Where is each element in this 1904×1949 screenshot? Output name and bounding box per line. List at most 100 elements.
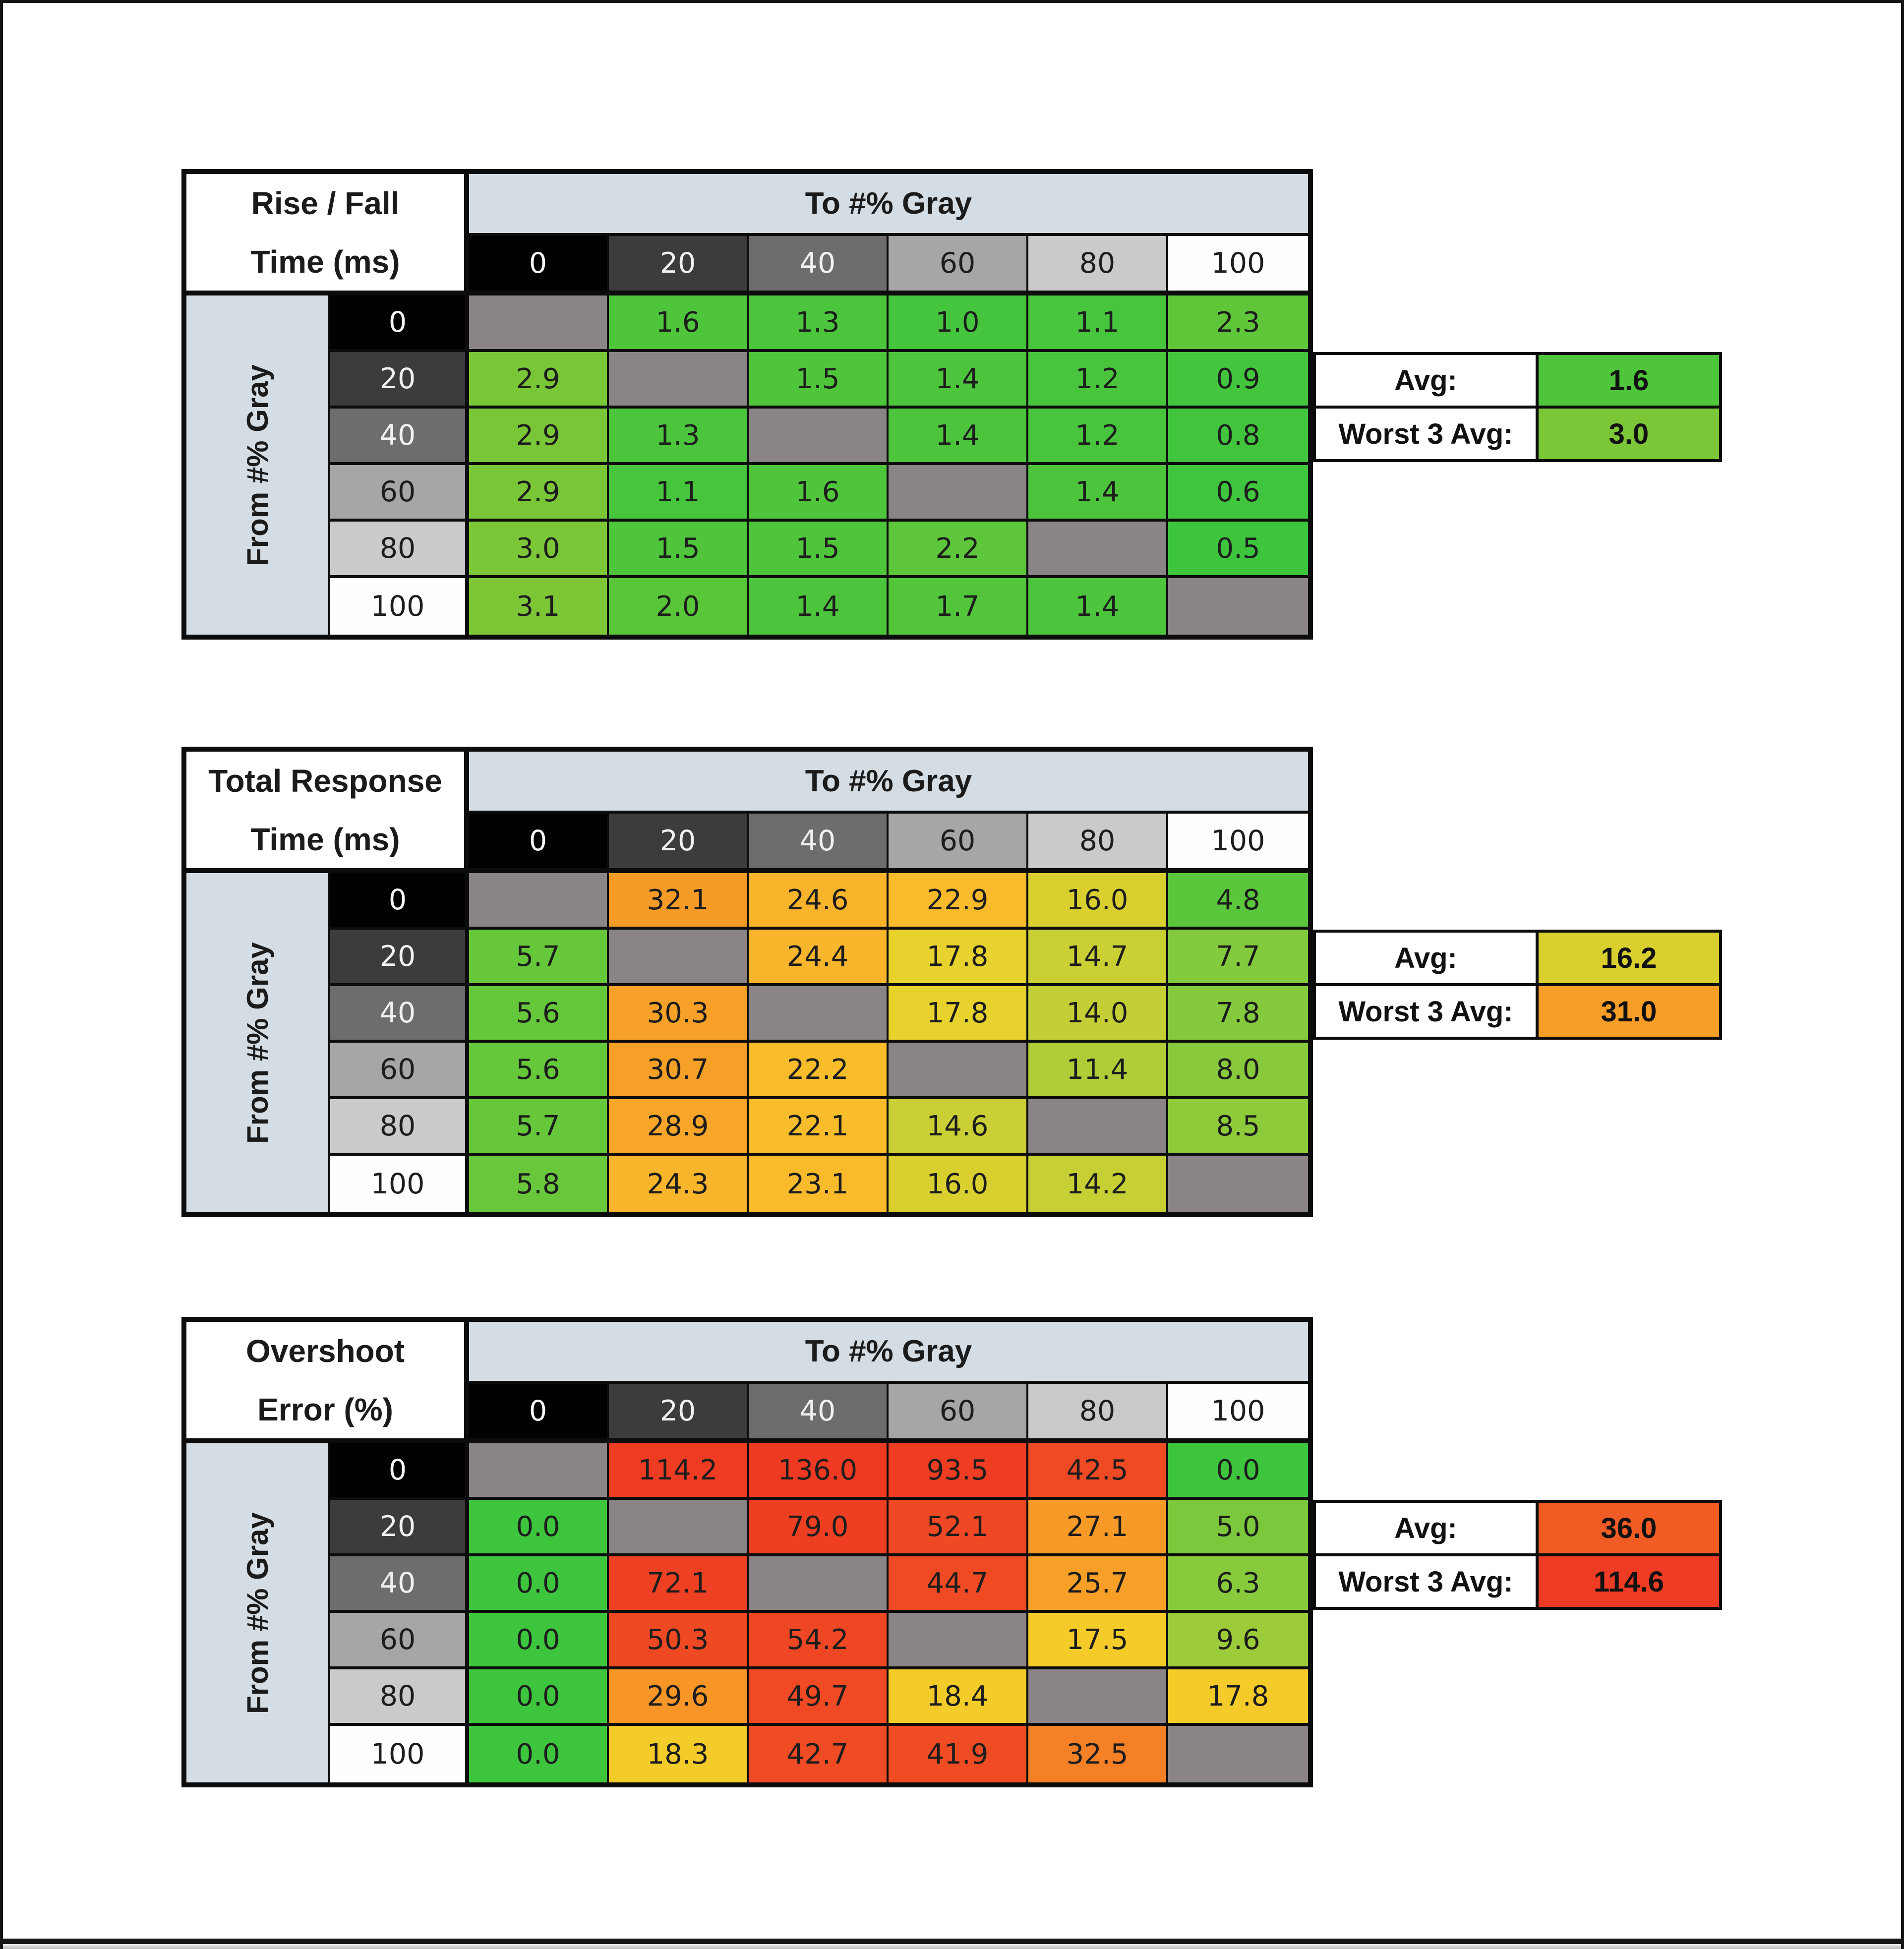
col-header-cell: 60 <box>889 814 1028 873</box>
diagonal-cell <box>889 465 1028 522</box>
rise-fall-table-title: Rise / Fall Time (ms) <box>186 174 469 295</box>
total-response-summary-panel: Avg: 16.2 Worst 3 Avg: 31.0 <box>1313 930 1722 1040</box>
diagonal-cell <box>749 409 889 465</box>
table-title-line2: Error (%) <box>257 1391 393 1427</box>
value-cell: 1.5 <box>749 522 889 578</box>
value-cell: 7.7 <box>1168 930 1308 986</box>
window-bottom-strip <box>3 1944 1901 1949</box>
value-cell: 93.5 <box>889 1443 1028 1500</box>
value-cell: 7.8 <box>1168 986 1308 1043</box>
value-cell: 1.1 <box>609 465 749 522</box>
value-cell: 28.9 <box>609 1099 749 1156</box>
value-cell: 1.2 <box>1028 352 1168 409</box>
from-gray-axis-label: From #% Gray <box>186 873 330 1212</box>
value-cell: 14.0 <box>1028 986 1168 1043</box>
value-cell: 23.1 <box>749 1156 889 1212</box>
avg-row: Avg: 36.0 <box>1313 1500 1722 1556</box>
value-cell: 52.1 <box>889 1500 1028 1556</box>
worst3-row: Worst 3 Avg: 3.0 <box>1313 406 1722 462</box>
row-header-cell: 60 <box>330 1043 469 1099</box>
table-title-line2: Time (ms) <box>250 243 400 280</box>
from-gray-axis-text: From #% Gray <box>240 1512 274 1714</box>
col-header-cell: 60 <box>889 1384 1028 1443</box>
value-cell: 3.0 <box>469 522 609 578</box>
value-cell: 0.6 <box>1168 465 1308 522</box>
worst3-label: Worst 3 Avg: <box>1313 1553 1539 1610</box>
value-cell: 24.3 <box>609 1156 749 1212</box>
col-header-cell: 80 <box>1028 236 1168 295</box>
value-cell: 24.6 <box>749 873 889 930</box>
value-cell: 8.5 <box>1168 1099 1308 1156</box>
avg-value: 36.0 <box>1539 1500 1722 1556</box>
avg-label: Avg: <box>1313 930 1539 986</box>
value-cell: 8.0 <box>1168 1043 1308 1099</box>
col-header-cell: 40 <box>749 814 889 873</box>
diagonal-cell <box>469 1443 609 1500</box>
value-cell: 1.4 <box>889 409 1028 465</box>
diagonal-cell <box>749 1556 889 1613</box>
diagonal-cell <box>609 352 749 409</box>
row-header-cell: 60 <box>330 465 469 522</box>
diagonal-cell <box>469 295 609 352</box>
value-cell: 0.0 <box>469 1556 609 1613</box>
value-cell: 16.0 <box>889 1156 1028 1212</box>
value-cell: 1.7 <box>889 578 1028 635</box>
value-cell: 18.4 <box>889 1669 1028 1726</box>
row-header-cell: 60 <box>330 1613 469 1669</box>
value-cell: 41.9 <box>889 1726 1028 1782</box>
value-cell: 16.0 <box>1028 873 1168 930</box>
row-header-cell: 80 <box>330 1099 469 1156</box>
value-cell: 2.9 <box>469 465 609 522</box>
diagonal-cell <box>609 930 749 986</box>
col-header-cell: 20 <box>609 236 749 295</box>
total-response-table-title: Total Response Time (ms) <box>186 752 469 873</box>
to-gray-axis-label: To #% Gray <box>469 174 1308 236</box>
row-header-cell: 20 <box>330 1500 469 1556</box>
value-cell: 17.8 <box>889 986 1028 1043</box>
worst3-row: Worst 3 Avg: 31.0 <box>1313 983 1722 1040</box>
worst3-label: Worst 3 Avg: <box>1313 983 1539 1040</box>
col-header-cell: 100 <box>1168 814 1308 873</box>
row-header-cell: 40 <box>330 409 469 465</box>
col-header-cell: 40 <box>749 236 889 295</box>
worst3-value: 31.0 <box>1539 983 1722 1040</box>
avg-row: Avg: 16.2 <box>1313 930 1722 986</box>
value-cell: 2.3 <box>1168 295 1308 352</box>
value-cell: 2.9 <box>469 352 609 409</box>
from-gray-axis-text: From #% Gray <box>240 364 274 566</box>
value-cell: 1.6 <box>609 295 749 352</box>
value-cell: 1.4 <box>1028 465 1168 522</box>
value-cell: 5.6 <box>469 1043 609 1099</box>
value-cell: 29.6 <box>609 1669 749 1726</box>
value-cell: 25.7 <box>1028 1556 1168 1613</box>
row-header-cell: 0 <box>330 295 469 352</box>
row-header-cell: 20 <box>330 352 469 409</box>
col-header-cell: 100 <box>1168 1384 1308 1443</box>
value-cell: 42.7 <box>749 1726 889 1782</box>
overshoot-summary-panel: Avg: 36.0 Worst 3 Avg: 114.6 <box>1313 1500 1722 1610</box>
diagonal-cell <box>1028 522 1168 578</box>
value-cell: 5.7 <box>469 930 609 986</box>
value-cell: 17.8 <box>889 930 1028 986</box>
value-cell: 1.5 <box>749 352 889 409</box>
row-header-cell: 80 <box>330 522 469 578</box>
value-cell: 44.7 <box>889 1556 1028 1613</box>
value-cell: 22.1 <box>749 1099 889 1156</box>
row-header-cell: 40 <box>330 986 469 1043</box>
avg-value: 16.2 <box>1539 930 1722 986</box>
value-cell: 22.2 <box>749 1043 889 1099</box>
row-header-cell: 40 <box>330 1556 469 1613</box>
value-cell: 5.0 <box>1168 1500 1308 1556</box>
col-header-cell: 60 <box>889 236 1028 295</box>
value-cell: 14.2 <box>1028 1156 1168 1212</box>
worst3-value: 3.0 <box>1539 406 1722 462</box>
value-cell: 50.3 <box>609 1613 749 1669</box>
value-cell: 2.9 <box>469 409 609 465</box>
col-header-cell: 0 <box>469 1384 609 1443</box>
value-cell: 1.2 <box>1028 409 1168 465</box>
value-cell: 1.5 <box>609 522 749 578</box>
value-cell: 5.7 <box>469 1099 609 1156</box>
value-cell: 0.0 <box>469 1726 609 1782</box>
diagonal-cell <box>1168 578 1308 635</box>
row-header-cell: 100 <box>330 1726 469 1782</box>
